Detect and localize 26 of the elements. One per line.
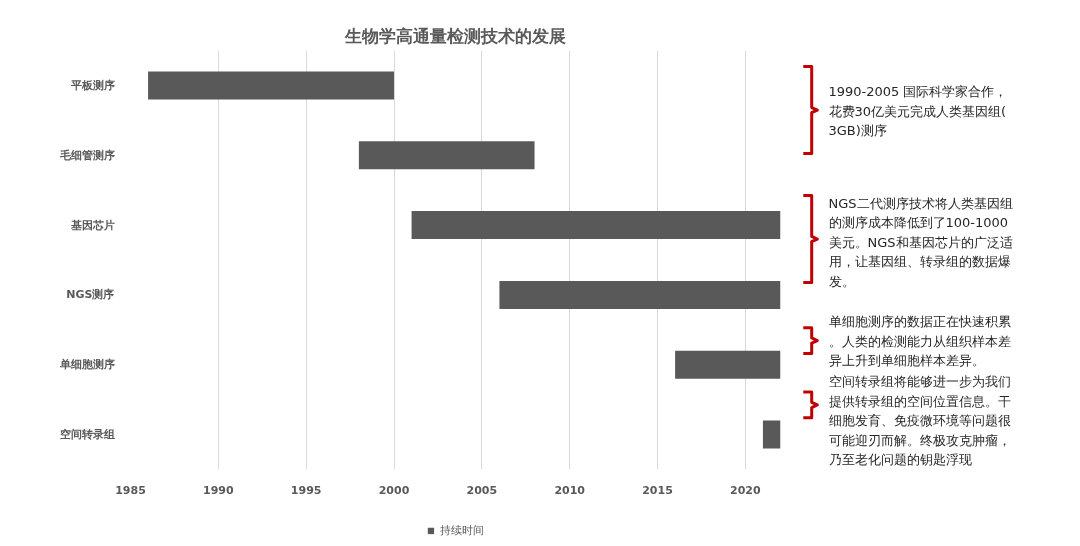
y-tick-label: 空间转录组: [59, 428, 115, 442]
y-tick-label: 平板测序: [69, 78, 115, 92]
chart-title: 生物学高通量检测技术的发展: [344, 25, 566, 46]
bar: [499, 280, 781, 309]
y-tick-label: 单细胞测序: [58, 358, 115, 372]
bar: [762, 420, 781, 449]
text: NGS二代测序技术将人类基因组的测序成本降低到了100-1000美元。NGS和基因芯片的广泛适用，让基因组、转录组的数据爆发。: [828, 195, 1013, 289]
x-tick-label: 1985: [115, 483, 146, 497]
y-tick-label: 基因芯片: [69, 218, 115, 232]
x-tick-label: 2015: [642, 483, 673, 497]
bar: [148, 71, 395, 100]
text: 空间转录组将能够进一步为我们提供转录组的空间位置信息。干细胞发育、免疫微环境等问题很可能迎刃而解。终极攻克肿瘤，乃至老化问题的钥匙浮现: [828, 374, 1011, 468]
x-tick-label: 2005: [466, 483, 498, 497]
x-tick-label: 1990: [203, 483, 234, 497]
text: 单细胞测序的数据正在快速积累。人类的检测能力从组织样本差异上升到单细胞样本差异。: [828, 314, 1011, 369]
text: 1990-2005 国际科学家合作，花费30亿美元完成人类基因组(3GB)测序: [828, 84, 1008, 139]
bar: [358, 141, 535, 170]
y-tick-label: NGS测序: [66, 288, 115, 302]
x-tick-label: 2000: [378, 483, 410, 497]
x-tick-label: 2010: [554, 483, 586, 497]
legend-label: 持续时间: [439, 522, 484, 538]
bar: [411, 211, 781, 240]
x-tick-label: 1995: [290, 483, 322, 497]
bar: [675, 350, 781, 379]
x-tick-label: 2020: [730, 483, 762, 497]
y-tick-label: 毛细管测序: [58, 148, 115, 162]
